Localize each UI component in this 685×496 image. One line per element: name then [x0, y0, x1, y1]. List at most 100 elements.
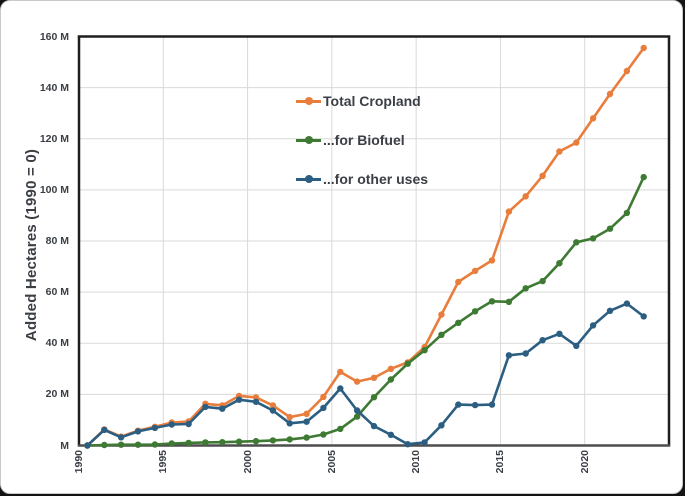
data-point-for-biofuel — [219, 439, 226, 446]
data-point-for-biofuel — [589, 235, 597, 242]
data-point-for-other-uses — [623, 300, 631, 307]
data-point-for-other-uses — [455, 401, 462, 408]
y-tick-label: 100 M — [39, 183, 69, 196]
data-point-for-other-uses — [556, 330, 563, 337]
data-point-for-biofuel — [235, 438, 243, 445]
series-line-total-cropland — [86, 46, 646, 447]
data-point-for-other-uses — [438, 422, 445, 429]
data-point-total-cropland — [573, 139, 580, 146]
data-point-for-other-uses — [522, 350, 529, 357]
data-point-total-cropland — [455, 278, 462, 286]
data-point-for-biofuel — [286, 436, 293, 443]
data-point-total-cropland — [370, 374, 378, 381]
legend-item-biofuel: ...for Biofuel — [296, 124, 428, 156]
data-point-for-biofuel — [337, 425, 344, 433]
data-point-for-other-uses — [606, 307, 614, 314]
data-point-for-other-uses — [134, 428, 142, 435]
data-point-for-other-uses — [101, 426, 108, 434]
data-point-total-cropland — [269, 402, 277, 409]
data-point-for-other-uses — [252, 398, 260, 405]
data-point-for-biofuel — [556, 260, 563, 267]
y-tick-label: 20 M — [45, 388, 69, 401]
data-point-total-cropland — [488, 257, 496, 264]
data-point-for-biofuel — [404, 360, 411, 367]
data-point-total-cropland — [320, 393, 327, 401]
data-point-for-other-uses — [117, 434, 125, 441]
data-point-for-biofuel — [455, 319, 462, 326]
data-point-for-biofuel — [353, 413, 361, 420]
x-tick-label: 2005 — [325, 450, 338, 474]
y-tick-label: 60 M — [45, 286, 69, 299]
data-point-total-cropland — [556, 148, 563, 155]
data-point-for-other-uses — [151, 424, 159, 432]
data-point-total-cropland — [337, 368, 344, 376]
data-point-for-other-uses — [573, 342, 580, 349]
data-point-for-biofuel — [640, 173, 647, 181]
data-point-for-biofuel — [151, 441, 159, 448]
data-point-for-biofuel — [471, 308, 479, 315]
data-point-total-cropland — [505, 208, 513, 215]
data-point-for-biofuel — [303, 434, 310, 441]
data-point-for-biofuel — [168, 440, 175, 447]
data-point-for-biofuel — [117, 441, 125, 448]
data-point-total-cropland — [539, 172, 546, 179]
series-line-for-other-uses — [86, 302, 646, 447]
data-point-for-other-uses — [286, 420, 293, 427]
x-tick-label: 2015 — [494, 450, 507, 474]
data-point-for-biofuel — [606, 225, 614, 232]
data-point-for-biofuel — [488, 298, 496, 305]
data-point-for-other-uses — [303, 418, 310, 425]
data-point-for-other-uses — [202, 403, 209, 411]
data-point-for-biofuel — [370, 394, 378, 401]
data-point-total-cropland — [286, 413, 293, 421]
data-point-for-biofuel — [202, 439, 209, 446]
data-point-for-biofuel — [185, 439, 192, 447]
legend-label: ...for other uses — [323, 171, 429, 187]
data-point-for-biofuel — [269, 437, 277, 444]
x-tick-label: 1990 — [73, 450, 85, 474]
data-point-for-other-uses — [370, 422, 378, 430]
data-point-total-cropland — [252, 394, 260, 401]
y-tick-label: 80 M — [45, 235, 69, 247]
data-point-total-cropland — [438, 311, 445, 318]
data-point-for-other-uses — [589, 322, 597, 329]
data-point-for-other-uses — [640, 313, 647, 320]
data-point-for-biofuel — [421, 347, 428, 354]
legend-line-marker-icon — [296, 97, 321, 105]
data-point-for-other-uses — [404, 441, 411, 448]
x-tick-label: 2020 — [578, 450, 591, 474]
data-point-for-other-uses — [269, 407, 277, 414]
legend-label: ...for Biofuel — [323, 132, 405, 148]
data-point-for-other-uses — [505, 352, 513, 359]
legend-dot-icon — [304, 136, 313, 144]
data-point-for-other-uses — [337, 385, 344, 392]
data-point-for-other-uses — [185, 420, 192, 428]
legend-item-total-cropland: Total Cropland — [296, 85, 428, 117]
legend-dot-icon — [304, 175, 313, 183]
data-point-for-biofuel — [505, 298, 513, 305]
series-line-for-biofuel — [86, 175, 646, 447]
y-tick-label: M — [60, 439, 69, 452]
data-point-total-cropland — [471, 267, 479, 275]
chart-legend: Total Cropland ...for Biofuel ...for oth… — [296, 85, 428, 202]
data-point-for-other-uses — [84, 442, 91, 449]
x-tick-label: 2000 — [241, 450, 254, 474]
data-point-for-biofuel — [101, 441, 108, 449]
data-point-for-other-uses — [387, 431, 395, 438]
data-point-total-cropland — [303, 410, 310, 417]
x-tick-label: 2010 — [410, 450, 423, 474]
data-point-total-cropland — [589, 115, 597, 122]
legend-label: Total Cropland — [323, 93, 421, 109]
data-point-for-biofuel — [539, 277, 546, 285]
data-point-for-biofuel — [320, 431, 327, 438]
data-point-for-biofuel — [623, 209, 631, 217]
data-point-for-other-uses — [168, 421, 175, 428]
data-point-for-other-uses — [320, 404, 327, 412]
data-point-for-other-uses — [235, 396, 243, 403]
y-tick-label: 140 M — [39, 81, 69, 94]
data-point-for-other-uses — [488, 401, 496, 408]
data-point-for-biofuel — [252, 438, 260, 445]
data-point-for-other-uses — [353, 407, 361, 414]
